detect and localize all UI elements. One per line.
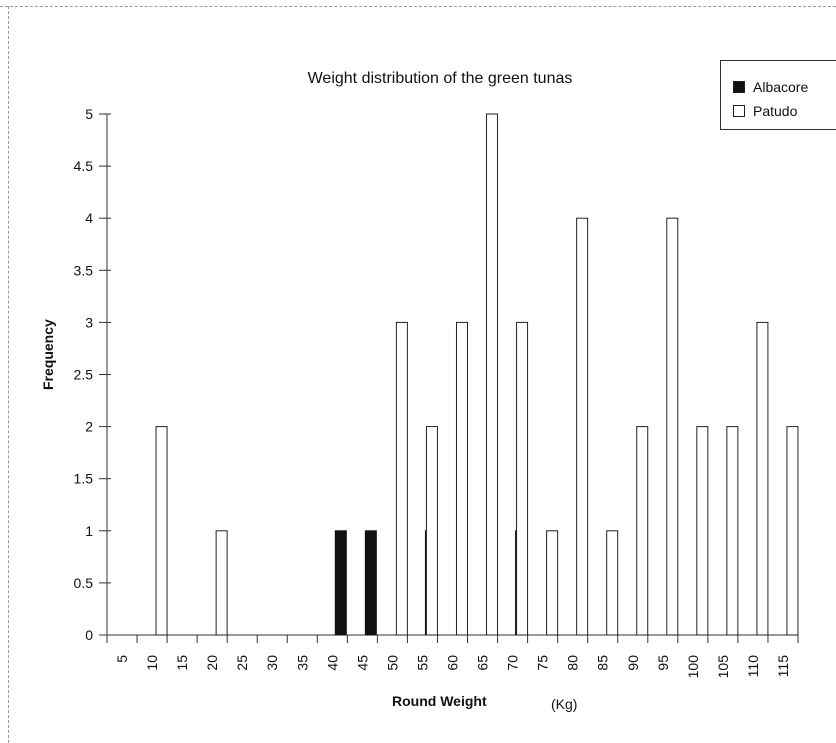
- y-tick-label: 0: [85, 627, 93, 643]
- legend-item-albacore: Albacore: [733, 79, 808, 95]
- legend-label-patudo: Patudo: [753, 103, 798, 119]
- bar-patudo: [546, 530, 559, 636]
- bar-patudo: [606, 530, 619, 636]
- x-tick-label: 45: [354, 655, 370, 671]
- x-tick-label: 40: [324, 655, 340, 671]
- y-tick-label: 2: [85, 419, 93, 435]
- x-tick-label: 80: [565, 655, 581, 671]
- bar-patudo: [636, 426, 649, 636]
- x-tick-label: 10: [144, 655, 160, 671]
- x-tick-label: 50: [384, 655, 400, 671]
- x-tick-label: 20: [204, 655, 220, 671]
- legend-label-albacore: Albacore: [753, 79, 809, 95]
- x-tick-label: 95: [655, 655, 671, 671]
- x-axis-unit: (Kg): [551, 696, 578, 712]
- x-tick-label: 35: [294, 655, 310, 671]
- x-tick-label: 15: [174, 655, 190, 671]
- y-tick-label: 3.5: [74, 262, 94, 278]
- bar-patudo: [155, 426, 168, 636]
- x-tick-label: 65: [475, 655, 491, 671]
- x-tick-label: 55: [414, 655, 430, 671]
- chart-title: Weight distribution of the green tunas: [307, 70, 573, 87]
- bar-patudo: [455, 321, 468, 636]
- x-tick-label: 60: [445, 655, 461, 671]
- x-tick-label: 100: [685, 655, 701, 679]
- x-tick-label: 110: [745, 655, 761, 678]
- legend-swatch-patudo: [733, 105, 745, 117]
- legend-swatch-albacore: [733, 81, 745, 93]
- y-tick-label: 2.5: [74, 367, 94, 383]
- x-tick-label: 115: [775, 655, 791, 678]
- y-axis-label: Frequency: [40, 319, 56, 390]
- bar-patudo: [696, 426, 709, 636]
- x-tick-label: 30: [264, 655, 280, 671]
- bar-patudo: [215, 530, 228, 636]
- bar-patudo: [425, 426, 438, 636]
- x-tick-label: 5: [114, 655, 130, 663]
- x-tick-label: 75: [535, 655, 551, 671]
- y-tick-label: 1.5: [74, 471, 94, 487]
- y-tick-label: 4.5: [74, 158, 94, 174]
- y-tick-label: 4: [85, 210, 93, 226]
- bar-patudo: [756, 321, 769, 636]
- bar-patudo: [516, 321, 529, 636]
- bar-albacore: [334, 530, 347, 636]
- bar-patudo: [395, 321, 408, 636]
- frame-top-border: [0, 6, 836, 7]
- bar-patudo: [726, 426, 739, 636]
- x-tick-label: 85: [595, 655, 611, 671]
- x-tick-label: 105: [715, 655, 731, 679]
- x-tick-label: 70: [505, 655, 521, 671]
- bar-patudo: [576, 217, 589, 636]
- x-tick-label: 90: [625, 655, 641, 671]
- bar-patudo: [786, 426, 799, 636]
- bar-patudo: [666, 217, 679, 636]
- y-tick-label: 5: [85, 106, 93, 122]
- legend: Albacore Patudo: [720, 60, 836, 130]
- y-tick-label: 3: [85, 314, 93, 330]
- bar-albacore: [364, 530, 377, 636]
- x-axis-label: Round Weight: [392, 693, 487, 709]
- x-tick-label: 25: [234, 655, 250, 671]
- y-tick-label: 1: [85, 523, 93, 539]
- bar-patudo: [486, 113, 499, 636]
- y-tick-label: 0.5: [74, 575, 94, 591]
- frame-left-border: [8, 6, 9, 743]
- legend-item-patudo: Patudo: [733, 103, 797, 119]
